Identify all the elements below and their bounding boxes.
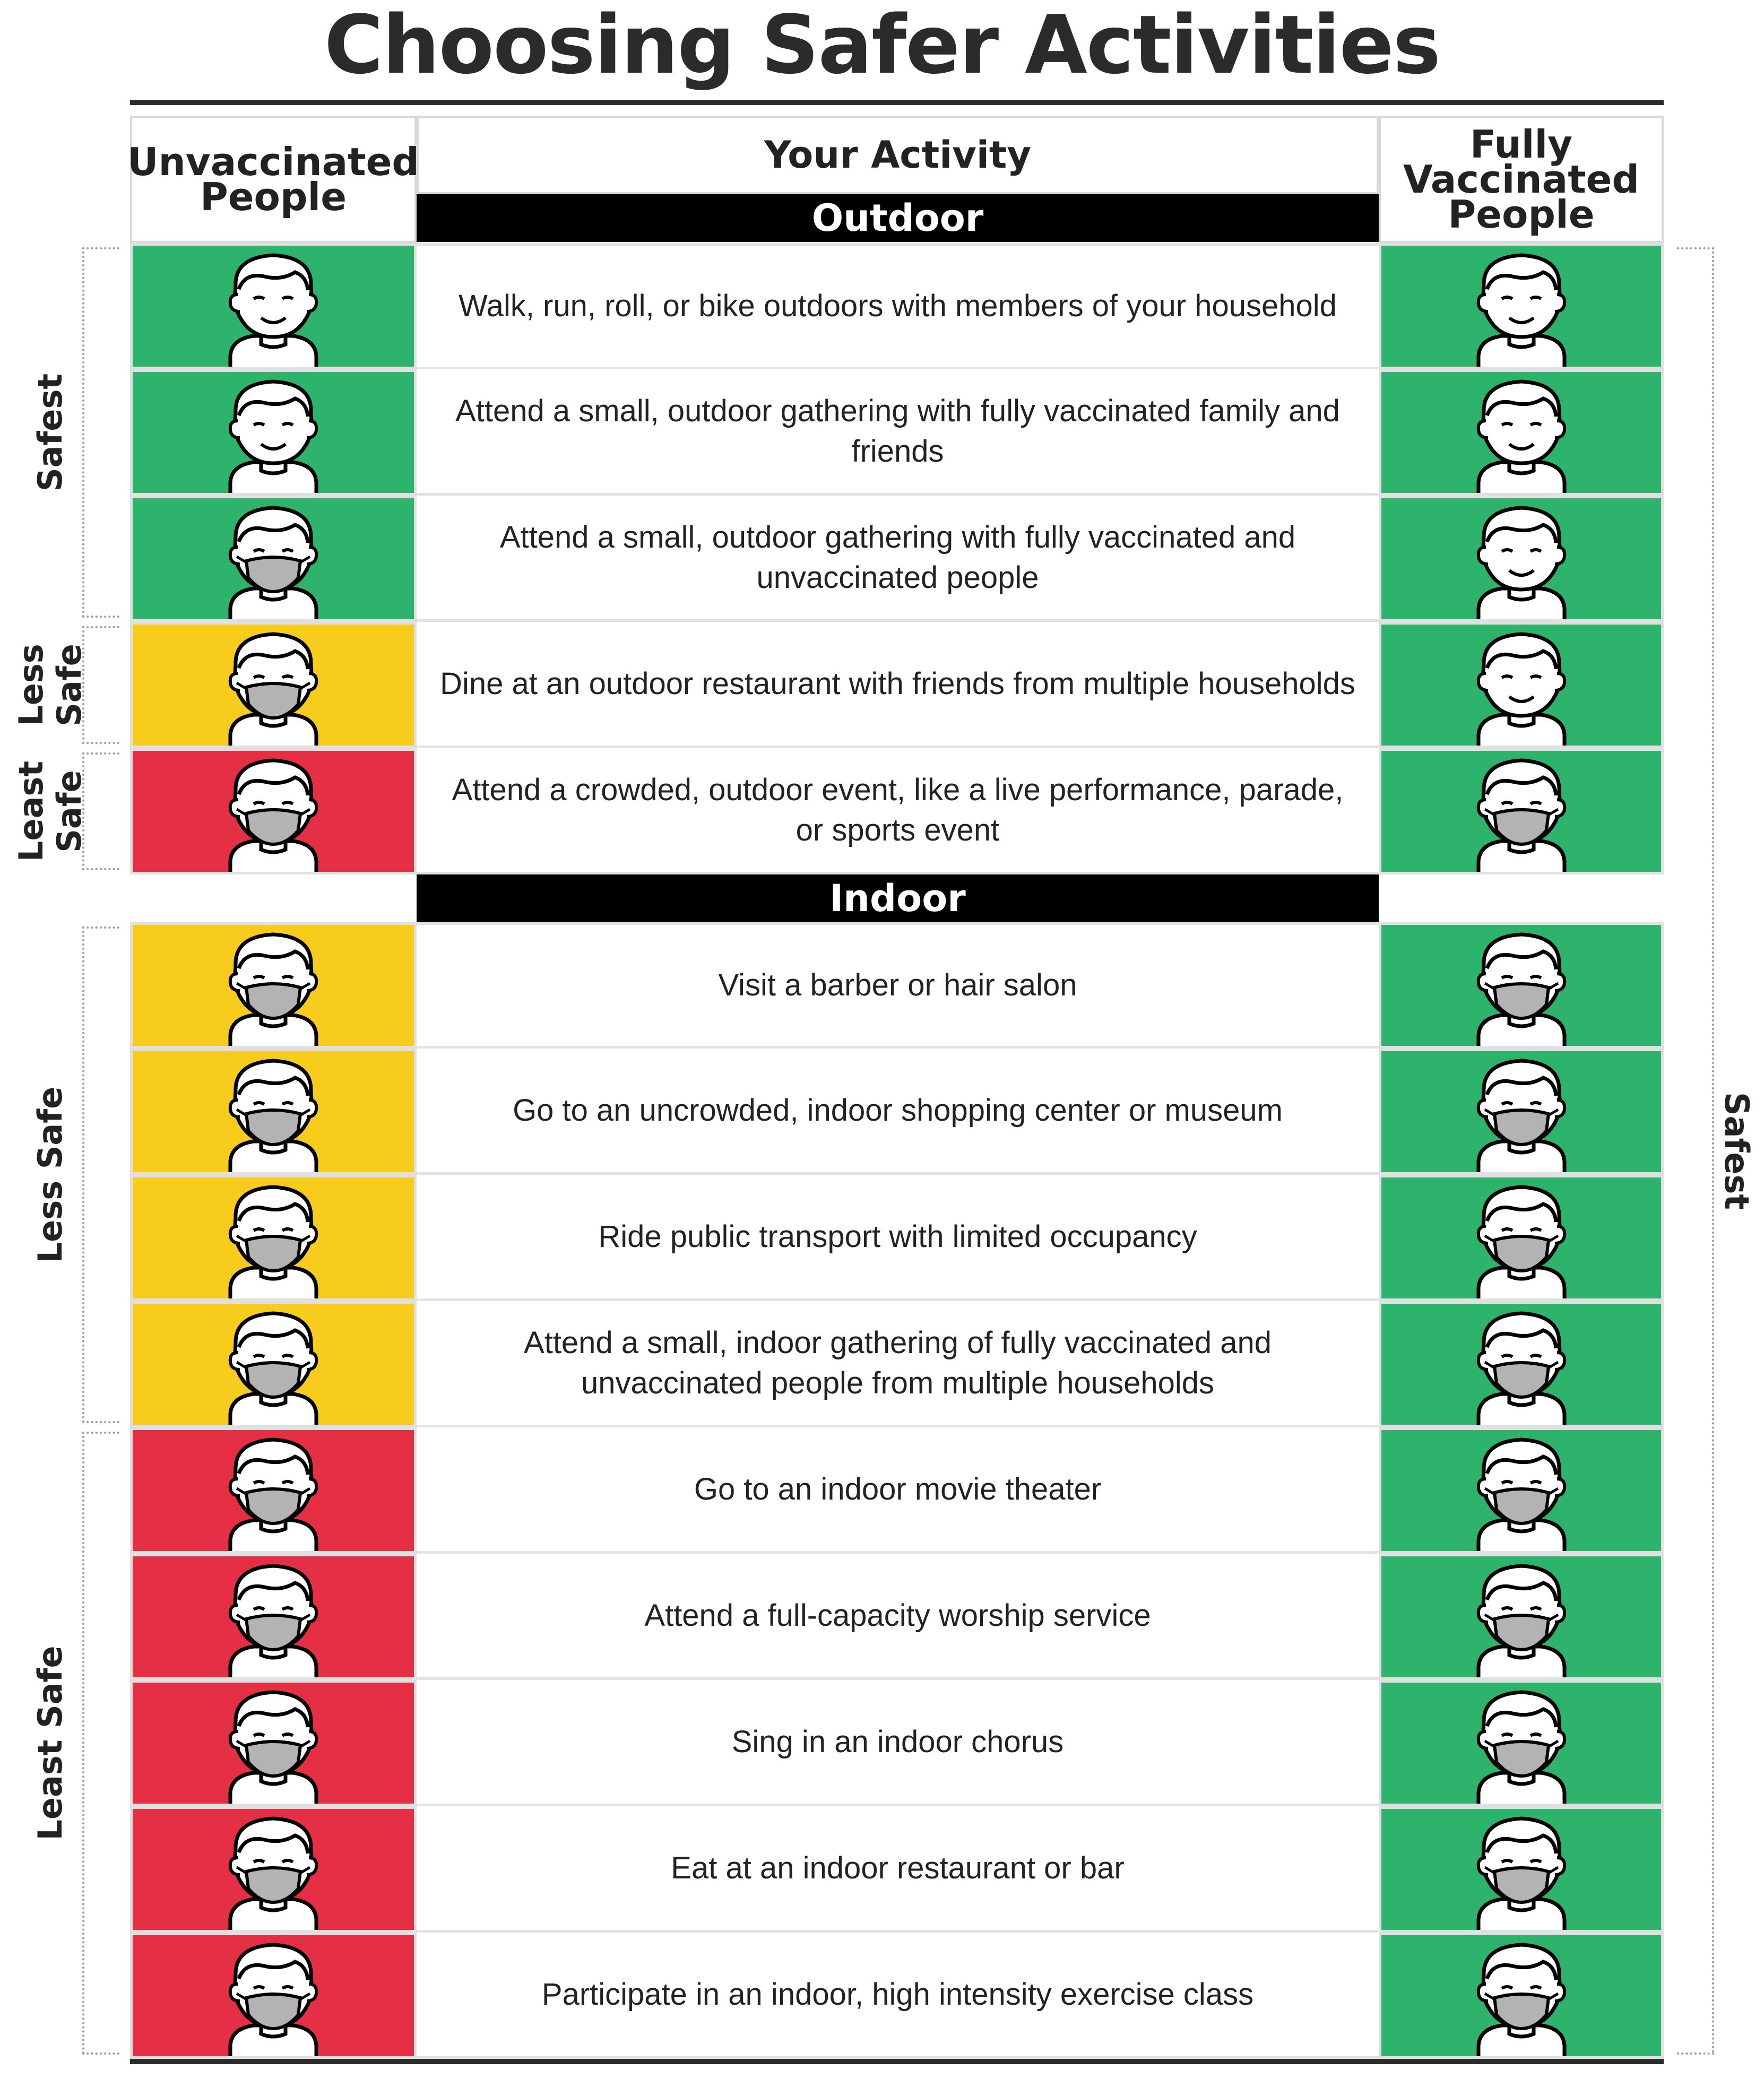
left-bracket-5 [82,1432,119,2055]
indoor-row-5-vaccinated-cell [1379,1427,1664,1554]
left-bracket-1 [82,247,119,618]
indoor-row-8-vaccinated-cell [1379,1806,1664,1933]
indoor-activity-6: Attend a full-capacity worship service [417,1554,1379,1680]
right-safety-label-1: Safest [1717,1092,1756,1210]
outdoor-activity-4: Dine at an outdoor restaurant with frien… [417,622,1379,748]
left-bracket-4 [82,926,119,1423]
indoor-activity-9: Participate in an indoor, high intensity… [417,1933,1379,2059]
left-bracket-3 [82,752,119,870]
left-safety-label-4: Less Safe [31,1086,70,1263]
indoor-row-2-vaccinated-cell [1379,1049,1664,1175]
outdoor-row-4-unvaccinated-cell [130,622,417,748]
left-safety-label-3: Least Safe [12,761,89,862]
section-indoor: Indoor [417,874,1379,922]
indoor-activity-8: Eat at an indoor restaurant or bar [417,1806,1379,1933]
indoor-activity-7: Sing in an indoor chorus [417,1680,1379,1806]
indoor-activity-3: Ride public transport with limited occup… [417,1175,1379,1301]
outdoor-row-4-vaccinated-cell [1379,622,1664,748]
indoor-row-1-vaccinated-cell [1379,922,1664,1049]
left-bracket-2 [82,626,119,744]
indoor-row-5-unvaccinated-cell [130,1427,417,1554]
page-title: Choosing Safer Activities [324,0,1441,92]
top-rule [130,100,1664,105]
indoor-row-3-vaccinated-cell [1379,1175,1664,1301]
indoor-activity-1: Visit a barber or hair salon [417,922,1379,1049]
left-safety-label-5: Least Safe [31,1645,70,1841]
outdoor-activity-1: Walk, run, roll, or bike outdoors with m… [417,243,1379,369]
bottom-rule [130,2059,1664,2064]
indoor-row-9-vaccinated-cell [1379,1933,1664,2059]
header-unvaccinated: Unvaccinated People [127,116,419,243]
section-outdoor: Outdoor [417,194,1379,242]
outdoor-row-3-unvaccinated-cell [130,496,417,622]
right-bracket-1 [1677,247,1714,2055]
outdoor-row-1-vaccinated-cell [1379,243,1664,369]
indoor-activity-4: Attend a small, indoor gathering of full… [417,1301,1379,1427]
outdoor-activity-2: Attend a small, outdoor gathering with f… [417,369,1379,496]
indoor-activity-2: Go to an uncrowded, indoor shopping cent… [417,1049,1379,1175]
indoor-row-1-unvaccinated-cell [130,922,417,1049]
outdoor-row-5-vaccinated-cell [1379,748,1664,874]
indoor-row-3-unvaccinated-cell [130,1175,417,1301]
indoor-row-2-unvaccinated-cell [130,1049,417,1175]
outdoor-activity-3: Attend a small, outdoor gathering with f… [417,496,1379,622]
left-safety-label-1: Safest [31,373,70,492]
outdoor-row-2-vaccinated-cell [1379,369,1664,496]
outdoor-row-5-unvaccinated-cell [130,748,417,874]
outdoor-row-3-vaccinated-cell [1379,496,1664,622]
indoor-row-7-vaccinated-cell [1379,1680,1664,1806]
indoor-row-7-unvaccinated-cell [130,1680,417,1806]
indoor-row-4-vaccinated-cell [1379,1301,1664,1427]
header-vaccinated: Fully Vaccinated People [1379,116,1664,243]
indoor-row-4-unvaccinated-cell [130,1301,417,1427]
left-safety-label-2: Less Safe [12,644,89,726]
indoor-row-8-unvaccinated-cell [130,1806,417,1933]
indoor-activity-5: Go to an indoor movie theater [417,1427,1379,1554]
outdoor-activity-5: Attend a crowded, outdoor event, like a … [417,748,1379,874]
indoor-row-6-unvaccinated-cell [130,1554,417,1680]
outdoor-row-1-unvaccinated-cell [130,243,417,369]
outdoor-row-2-unvaccinated-cell [130,369,417,496]
indoor-row-9-unvaccinated-cell [130,1933,417,2059]
header-activity: Your Activity [417,116,1379,194]
indoor-row-6-vaccinated-cell [1379,1554,1664,1680]
